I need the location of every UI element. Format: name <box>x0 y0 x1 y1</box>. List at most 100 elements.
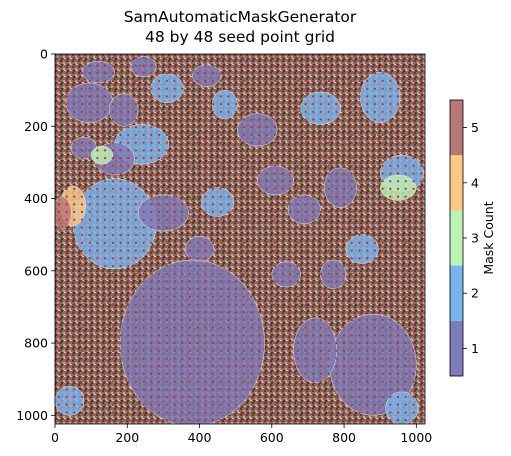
seed-point <box>366 79 369 83</box>
seed-point <box>381 87 384 90</box>
seed-point <box>57 372 60 375</box>
seed-point <box>127 103 130 106</box>
seed-point <box>358 326 361 329</box>
seed-point <box>258 218 261 221</box>
seed-point <box>142 103 145 106</box>
colorbar-segment <box>450 210 463 266</box>
seed-point <box>327 195 330 198</box>
seed-point <box>327 56 330 59</box>
seed-point <box>134 118 138 121</box>
seed-point <box>381 380 384 383</box>
seed-point <box>119 195 122 198</box>
seed-point <box>96 180 99 183</box>
seed-point <box>404 403 407 406</box>
seed-point <box>57 218 60 221</box>
seed-point <box>196 288 199 291</box>
seed-point <box>312 295 315 298</box>
seed-point <box>181 149 184 152</box>
seed-point <box>219 72 222 75</box>
seed-point <box>119 241 122 244</box>
seed-point <box>227 79 230 83</box>
seed-point <box>142 79 145 83</box>
seed-point <box>389 234 392 237</box>
seed-point <box>289 203 292 206</box>
seed-point <box>265 172 269 175</box>
seed-point <box>80 79 84 83</box>
seed-point <box>173 95 176 98</box>
seed-point <box>80 349 84 352</box>
seed-point <box>242 126 245 129</box>
seed-point <box>273 164 276 167</box>
seed-point <box>289 365 292 368</box>
seed-point <box>319 203 323 206</box>
seed-point <box>227 349 230 352</box>
seed-point <box>73 226 76 229</box>
seed-point <box>250 64 253 67</box>
seed-point <box>265 295 269 298</box>
seed-point <box>150 318 153 322</box>
seed-point <box>273 419 276 422</box>
seed-point <box>273 187 276 190</box>
seed-point <box>319 195 323 198</box>
seed-point <box>273 311 276 314</box>
seed-point <box>373 64 376 67</box>
seed-point <box>219 56 222 59</box>
seed-point <box>373 110 376 113</box>
seed-point <box>258 249 261 252</box>
seed-point <box>73 419 76 422</box>
seed-point <box>327 403 330 406</box>
seed-point <box>227 326 230 329</box>
seed-point <box>296 326 299 329</box>
seed-point <box>119 95 122 98</box>
seed-point <box>350 218 353 221</box>
seed-point <box>119 172 122 175</box>
seed-point <box>142 403 145 406</box>
seed-point <box>381 326 384 329</box>
seed-point <box>219 95 222 98</box>
seed-point <box>289 226 292 229</box>
seed-point <box>289 341 292 345</box>
seed-point <box>142 419 145 422</box>
seed-point <box>273 110 276 113</box>
seed-point <box>96 203 99 206</box>
seed-point <box>350 141 353 144</box>
seed-point <box>389 180 392 183</box>
seed-point <box>211 241 215 244</box>
heatmap-plot-area <box>55 54 425 424</box>
seed-point <box>335 103 338 106</box>
seed-point <box>219 180 222 183</box>
seed-point <box>188 172 191 175</box>
seed-point <box>366 87 369 90</box>
seed-point <box>396 388 400 391</box>
seed-point <box>211 257 215 260</box>
seed-point <box>350 419 353 422</box>
seed-point <box>235 264 238 268</box>
seed-point <box>111 164 114 167</box>
seed-point <box>165 365 168 368</box>
seed-point <box>111 341 114 345</box>
seed-point <box>127 210 130 214</box>
seed-point <box>173 126 176 129</box>
seed-point <box>304 172 307 175</box>
seed-point <box>188 72 191 75</box>
seed-point <box>88 56 91 59</box>
seed-point <box>150 380 153 383</box>
seed-point <box>134 241 138 244</box>
seed-point <box>188 419 191 422</box>
seed-point <box>396 133 400 137</box>
seed-point <box>196 187 199 190</box>
seed-point <box>188 203 191 206</box>
seed-point <box>373 388 376 391</box>
seed-point <box>258 126 261 129</box>
seed-point <box>420 264 423 268</box>
seed-point <box>358 372 361 375</box>
seed-point <box>165 172 168 175</box>
seed-point <box>350 365 353 368</box>
seed-point <box>319 241 323 244</box>
seed-point <box>335 118 338 121</box>
seed-point <box>219 133 222 137</box>
seed-point <box>88 118 91 121</box>
seed-point <box>65 180 68 183</box>
seed-point <box>250 303 253 306</box>
seed-point <box>404 203 407 206</box>
